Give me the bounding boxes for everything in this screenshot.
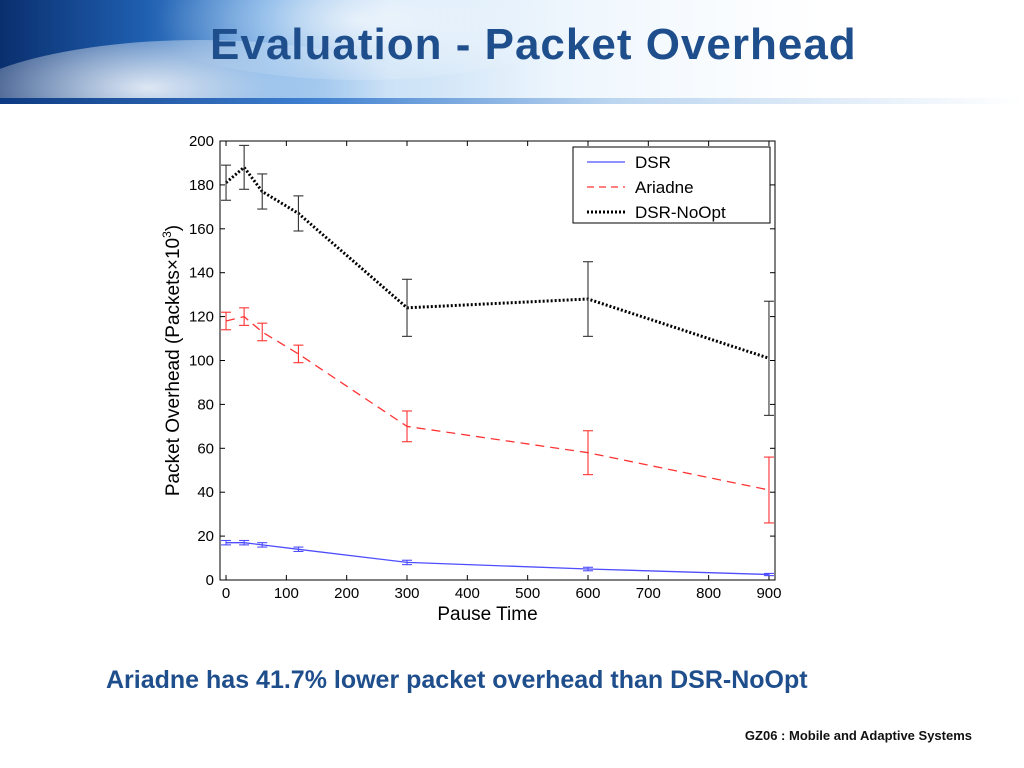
y-tick-label: 80 [197, 396, 214, 413]
x-tick-label: 400 [455, 585, 480, 602]
y-tick-label: 180 [189, 177, 214, 194]
header-banner [0, 0, 1024, 104]
x-tick-label: 200 [334, 585, 359, 602]
slide-title: Evaluation - Packet Overhead [210, 20, 857, 69]
legend-label: DSR-NoOpt [635, 203, 726, 222]
x-tick-label: 600 [575, 585, 600, 602]
y-axis-label-close: ) [163, 225, 184, 231]
y-tick-label: 40 [197, 484, 214, 501]
y-tick-label: 120 [189, 309, 214, 326]
x-tick-label: 900 [756, 585, 781, 602]
y-tick-label: 60 [197, 440, 214, 457]
legend-label: Ariadne [635, 178, 694, 197]
legend: DSR Ariadne DSR-NoOpt [572, 146, 771, 224]
y-tick-label: 0 [206, 572, 214, 589]
x-tick-label: 700 [636, 585, 661, 602]
series-ariadne [221, 307, 774, 524]
slide-footer: GZ06 : Mobile and Adaptive Systems [744, 728, 972, 743]
x-axis-label: Pause Time [437, 604, 537, 625]
x-tick-label: 800 [696, 585, 721, 602]
legend-box [572, 146, 771, 224]
x-tick-label: 300 [394, 585, 419, 602]
series-dsr-noopt [221, 144, 774, 416]
y-tick-label: 200 [189, 133, 214, 150]
y-tick-label: 140 [189, 265, 214, 282]
x-tick-label: 500 [515, 585, 540, 602]
x-tick-label: 100 [274, 585, 299, 602]
legend-label: DSR [635, 153, 671, 172]
banner-underline [0, 98, 1024, 104]
y-axis-label-exponent: 3 [160, 231, 174, 238]
x-tick-label: 0 [222, 585, 230, 602]
y-tick-label: 100 [189, 353, 214, 370]
packet-overhead-chart: 0 100 200 300 400 500 600 700 800 900 0 20 40 60 80 100… [160, 133, 781, 625]
y-tick-label: 20 [197, 528, 214, 545]
series-dsr [221, 539, 774, 577]
y-axis-label: Packet Overhead (Packets×103) [160, 225, 184, 496]
y-tick-label: 160 [189, 221, 214, 238]
slide-caption: Ariadne has 41.7% lower packet overhead … [106, 666, 808, 694]
